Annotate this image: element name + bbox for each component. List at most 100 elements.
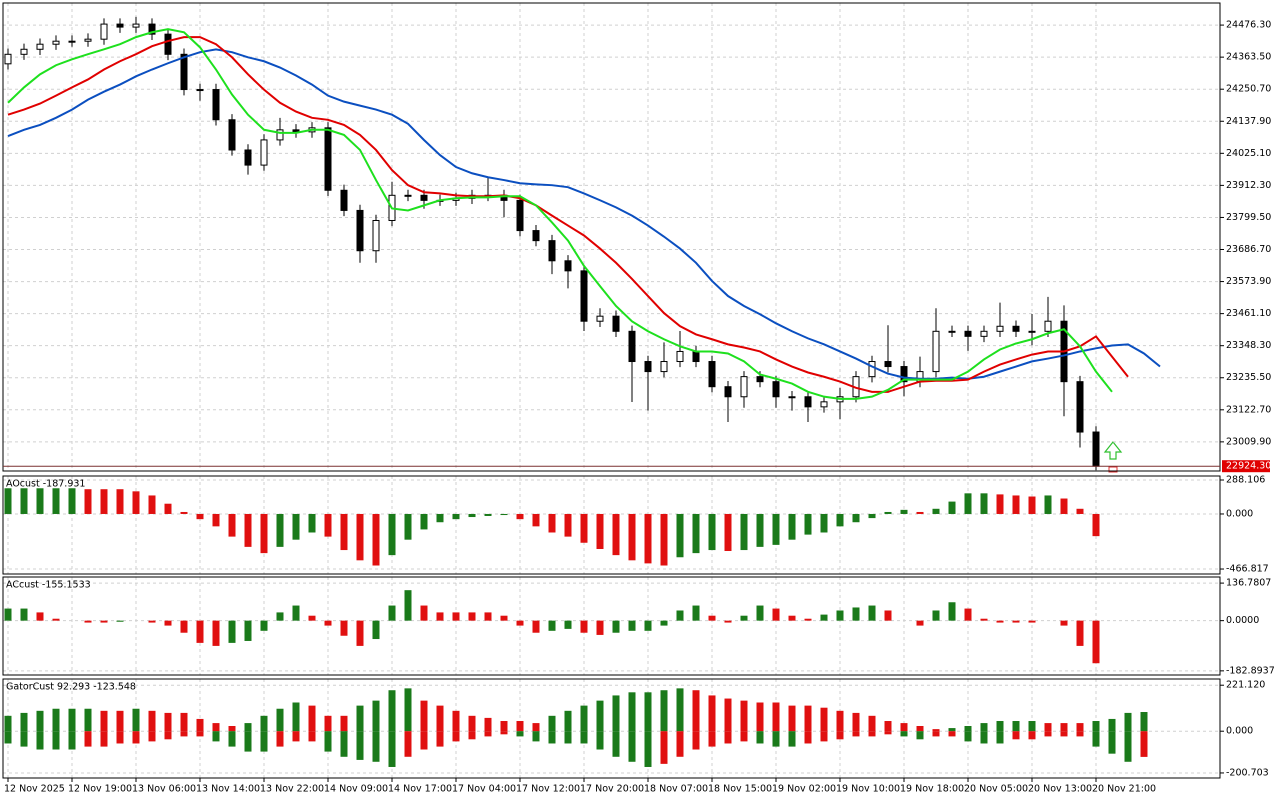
histogram-bar xyxy=(692,513,700,554)
histogram-bar xyxy=(84,620,92,623)
gator-bar xyxy=(516,721,524,732)
gator-bar xyxy=(116,710,124,732)
gator-bar xyxy=(1140,712,1148,732)
gator-bar xyxy=(1108,731,1116,754)
gator-bar xyxy=(948,728,956,732)
gator-bar xyxy=(420,731,428,750)
histogram-bar xyxy=(260,513,268,554)
gator-bar xyxy=(420,700,428,732)
moving-average-line xyxy=(7,36,1129,393)
histogram-bar xyxy=(372,513,380,566)
candle-body xyxy=(36,43,44,50)
gator-bar xyxy=(948,731,956,737)
price-label-box xyxy=(1222,460,1270,473)
candle-body xyxy=(788,396,796,399)
panel-title: ACcust -155.1533 xyxy=(6,580,91,591)
histogram-bar xyxy=(68,488,76,514)
gator-bar xyxy=(388,731,396,767)
candle-body xyxy=(1076,381,1084,433)
candle-body xyxy=(596,315,604,322)
gator-bar xyxy=(1076,723,1084,732)
gator-bar xyxy=(676,731,684,757)
histogram-bar xyxy=(420,513,428,530)
candle-body xyxy=(900,366,908,383)
gator-bar xyxy=(4,715,12,732)
histogram-bar xyxy=(132,491,140,514)
candle-body xyxy=(276,129,284,141)
histogram-bar xyxy=(452,612,460,621)
histogram-bar xyxy=(484,513,492,516)
gator-bar xyxy=(980,731,988,744)
histogram-bar xyxy=(644,620,652,631)
histogram-bar xyxy=(84,489,92,514)
gator-bar xyxy=(244,723,252,732)
candle-body xyxy=(148,23,156,35)
gator-bar xyxy=(916,726,924,732)
histogram-bar xyxy=(4,488,12,514)
gator-bar xyxy=(20,712,28,732)
x-tick-label: 13 Nov 14:00 xyxy=(196,784,260,795)
x-tick-label: 12 Nov 19:00 xyxy=(68,784,132,795)
y-tick-label: 0.000 xyxy=(1226,726,1253,737)
gator-bar xyxy=(660,690,668,732)
histogram-bar xyxy=(548,620,556,631)
histogram-bar xyxy=(740,513,748,551)
histogram-bar xyxy=(964,493,972,514)
histogram-bar xyxy=(244,620,252,641)
histogram-bar xyxy=(564,620,572,629)
x-tick-label: 19 Nov 10:00 xyxy=(836,784,900,795)
gator-bar xyxy=(484,731,492,737)
y-tick-label: 24137.90 xyxy=(1226,116,1271,127)
y-tick-label: 23461.10 xyxy=(1226,308,1271,319)
gator-bar xyxy=(708,695,716,732)
histogram-bar xyxy=(1012,495,1020,514)
histogram-bar xyxy=(148,620,156,623)
histogram-bar xyxy=(356,620,364,646)
gator-bar xyxy=(724,731,732,744)
histogram-bar xyxy=(436,513,444,523)
histogram-bar xyxy=(564,513,572,537)
histogram-bar xyxy=(276,612,284,621)
histogram-bar xyxy=(36,488,44,514)
panel-title: AOcust -187.931 xyxy=(6,479,85,490)
y-tick-label: 24250.70 xyxy=(1226,84,1271,95)
gator-bar xyxy=(36,731,44,750)
buy-signal-arrow xyxy=(1103,441,1123,460)
gator-bar xyxy=(660,731,668,764)
candle-body xyxy=(932,330,940,373)
y-tick-label: -200.703 xyxy=(1226,767,1269,778)
gator-bar xyxy=(68,708,76,732)
histogram-bar xyxy=(340,620,348,636)
gator-bar xyxy=(340,731,348,757)
histogram-bar xyxy=(820,614,828,621)
gator-bar xyxy=(436,705,444,732)
gator-bar xyxy=(820,707,828,732)
histogram-bar xyxy=(228,620,236,643)
gator-bar xyxy=(596,700,604,732)
gator-bar xyxy=(292,702,300,732)
panel-frame xyxy=(2,576,1221,676)
gator-bar xyxy=(36,710,44,732)
y-tick-label: 23009.90 xyxy=(1226,436,1271,447)
histogram-bar xyxy=(1092,620,1100,664)
gator-bar xyxy=(148,731,156,742)
gator-bar xyxy=(84,731,92,747)
gator-bar xyxy=(884,721,892,732)
histogram-bar xyxy=(292,605,300,621)
histogram-bar xyxy=(932,610,940,621)
panel-title: GatorCust 92.293 -123.548 xyxy=(6,682,136,693)
y-tick-label: 24363.50 xyxy=(1226,52,1271,63)
y-tick-label: -466.817 xyxy=(1226,564,1269,575)
histogram-bar xyxy=(916,620,924,626)
candle-body xyxy=(1044,320,1052,332)
candle-body xyxy=(756,376,764,383)
gator-bar xyxy=(852,731,860,737)
gator-bar xyxy=(676,688,684,732)
gator-bar xyxy=(1044,723,1052,732)
histogram-bar xyxy=(964,608,972,621)
gator-bar xyxy=(260,731,268,752)
histogram-bar xyxy=(596,620,604,635)
histogram-bar xyxy=(1076,508,1084,514)
y-tick-label: 288.106 xyxy=(1226,474,1265,485)
